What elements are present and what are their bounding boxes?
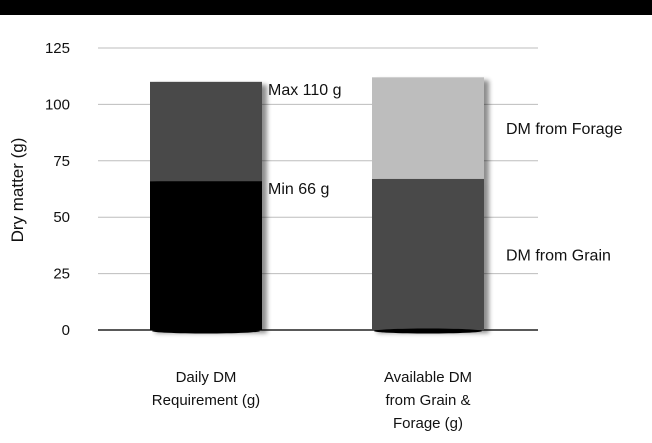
y-tick-label: 75 xyxy=(53,153,70,170)
category-label: Daily DM xyxy=(176,369,237,386)
bar-segment xyxy=(150,181,262,330)
annotation-label: Min 66 g xyxy=(268,181,329,198)
y-axis-label: Dry matter (g) xyxy=(8,138,27,243)
category-labels: Daily DM Requirement (g) Available DM from … xyxy=(152,369,472,432)
top-black-band xyxy=(0,0,652,15)
category-label: Forage (g) xyxy=(393,415,463,432)
category-label: from Grain & xyxy=(385,392,470,409)
y-tick-label: 50 xyxy=(53,209,70,226)
segment-label: DM from Grain xyxy=(506,247,611,264)
bar-segment xyxy=(150,81,262,182)
bar-base xyxy=(152,328,260,334)
y-tick-label: 125 xyxy=(45,40,70,57)
y-tick-label: 0 xyxy=(62,322,70,339)
bar-1 xyxy=(150,81,262,330)
category-label: Available DM xyxy=(384,369,472,386)
bar-base xyxy=(374,328,482,334)
bar-segment xyxy=(372,77,484,179)
category-label: Requirement (g) xyxy=(152,392,260,409)
bar-segment xyxy=(372,178,484,330)
annotations: Max 110 g Min 66 g DM from Grain DM from Fo… xyxy=(268,82,623,265)
y-tick-label: 25 xyxy=(53,266,70,283)
bars xyxy=(150,77,484,334)
y-tick-label: 100 xyxy=(45,96,70,113)
segment-label: DM from Forage xyxy=(506,121,623,138)
annotation-label: Max 110 g xyxy=(268,82,342,99)
bar-2 xyxy=(372,77,484,330)
y-tick-labels: 0 25 50 75 100 125 xyxy=(45,40,70,339)
